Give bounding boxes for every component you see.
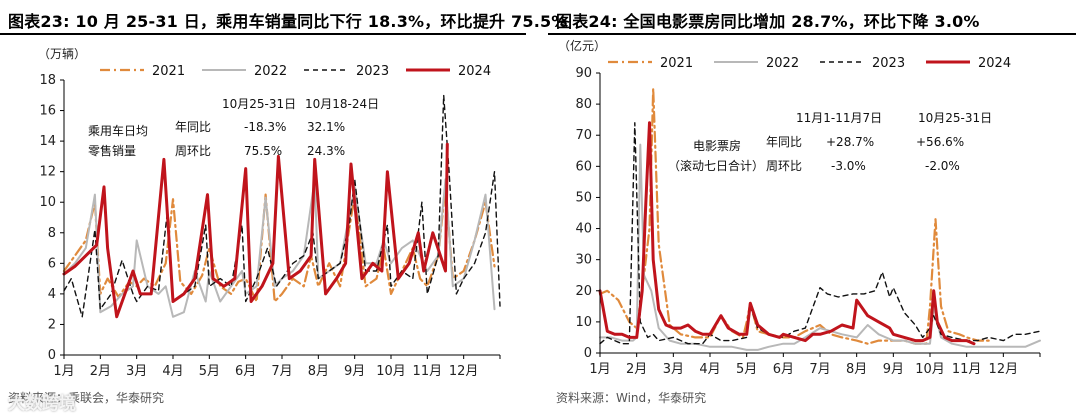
right-chart-panel: 图表24: 全国电影票房同比增加 28.7%，环比下降 3.0% （亿元） 11… <box>548 0 1080 420</box>
left-y-tick-label: 10 <box>39 195 56 210</box>
right-ann-label2: （滚动七日合计） <box>668 158 764 173</box>
left-legend-label-2023: 2023 <box>356 64 389 79</box>
left-y-tick-label: 18 <box>39 73 56 88</box>
right-source: 资料来源：Wind，华泰研究 <box>556 391 707 405</box>
right-legend-label-2021: 2021 <box>660 56 693 71</box>
watermark: 大数跨境 <box>8 394 76 414</box>
left-x-tick-label: 1月 <box>53 364 74 379</box>
left-legend-label-2024: 2024 <box>458 64 491 79</box>
left-ann-row1: 年同比 <box>175 120 211 134</box>
right-ann-v22: -2.0% <box>925 159 960 173</box>
right-legend-label-2023: 2023 <box>872 56 905 71</box>
left-legend-label-2022: 2022 <box>254 64 287 79</box>
right-ann-label1: 电影票房 <box>693 138 741 153</box>
left-ann-row2: 周环比 <box>175 144 211 158</box>
right-x-tick-label: 3月 <box>663 362 684 377</box>
right-ann-row1: 年同比 <box>766 135 802 149</box>
right-y-tick-label: 60 <box>575 159 592 174</box>
right-y-tick-label: 20 <box>575 284 592 299</box>
left-x-tick-label: 2月 <box>90 364 111 379</box>
left-x-tick-label: 12月 <box>449 364 479 379</box>
left-source: 资料来源：乘联会，华泰研究 <box>8 391 165 405</box>
right-y-tick-label: 10 <box>575 315 592 330</box>
left-x-tick-label: 5月 <box>199 364 220 379</box>
right-ann-v21: -3.0% <box>831 159 866 173</box>
right-ann-col1: 11月1-11月7日 <box>796 111 882 125</box>
right-ann-v11: +28.7% <box>826 135 874 149</box>
right-y-tick-label: 80 <box>575 97 592 112</box>
right-series-2023 <box>599 122 1041 345</box>
left-y-tick-label: 16 <box>39 104 56 119</box>
right-x-tick-label: 7月 <box>809 362 830 377</box>
left-title-rule <box>0 33 526 35</box>
left-y-tick-label: 0 <box>48 348 56 363</box>
right-y-tick-label: 40 <box>575 222 592 237</box>
right-ann-col2: 10月25-31日 <box>918 111 992 125</box>
right-y-tick-label: 50 <box>575 190 592 205</box>
right-title-rule <box>548 33 1076 35</box>
left-x-tick-label: 8月 <box>308 364 329 379</box>
left-chart-svg: （万辆） 10月25-31日 10月18-24日 乘用车日均 零售销量 年同比 … <box>38 47 501 379</box>
left-chart-panel: 图表23: 10 月 25-31 日，乘用车销量同比下行 18.3%，环比提升 … <box>0 0 567 420</box>
left-x-tick-label: 6月 <box>235 364 256 379</box>
left-y-tick-label: 12 <box>39 165 56 180</box>
right-x-tick-label: 10月 <box>915 362 945 377</box>
left-ann-col2: 10月18-24日 <box>305 97 379 111</box>
left-ann-v11: -18.3% <box>244 120 286 134</box>
right-legend-label-2022: 2022 <box>766 56 799 71</box>
right-x-tick-label: 4月 <box>699 362 720 377</box>
right-chart-title: 图表24: 全国电影票房同比增加 28.7%，环比下降 3.0% <box>556 12 980 31</box>
right-y-tick-label: 70 <box>575 128 592 143</box>
left-y-tick-label: 6 <box>48 256 56 271</box>
left-y-tick-label: 14 <box>39 134 56 149</box>
left-legend-label-2021: 2021 <box>152 64 185 79</box>
left-x-tick-label: 9月 <box>344 364 365 379</box>
left-annotation-table: 10月25-31日 10月18-24日 乘用车日均 零售销量 年同比 周环比 -… <box>88 97 379 158</box>
right-y-tick-label: 30 <box>575 253 592 268</box>
left-x-tick-label: 4月 <box>162 364 183 379</box>
right-legend-label-2024: 2024 <box>978 56 1011 71</box>
left-ann-label1: 乘用车日均 <box>88 123 148 138</box>
left-chart-title: 图表23: 10 月 25-31 日，乘用车销量同比下行 18.3%，环比提升 … <box>8 12 568 31</box>
right-y-tick-label: 0 <box>584 346 592 361</box>
right-chart-svg: （亿元） 11月1-11月7日 10月25-31日 电影票房 （滚动七日合计） … <box>558 38 1041 377</box>
right-series-2024 <box>598 121 976 346</box>
right-x-tick-label: 9月 <box>883 362 904 377</box>
left-series-2021 <box>62 185 496 303</box>
left-x-tick-label: 11月 <box>413 364 443 379</box>
left-ann-label2: 零售销量 <box>88 143 136 158</box>
right-x-tick-label: 12月 <box>989 362 1019 377</box>
left-ann-col1: 10月25-31日 <box>222 97 296 111</box>
right-x-tick-label: 8月 <box>846 362 867 377</box>
right-y-unit: （亿元） <box>558 38 606 53</box>
right-ann-row2: 周环比 <box>766 159 802 173</box>
right-ann-v12: +56.6% <box>916 135 964 149</box>
left-x-tick-label: 3月 <box>126 364 147 379</box>
right-y-tick-label: 90 <box>575 66 592 81</box>
left-y-tick-label: 4 <box>48 287 56 302</box>
right-x-tick-label: 5月 <box>736 362 757 377</box>
left-ann-v21: 75.5% <box>244 144 282 158</box>
left-x-tick-label: 7月 <box>271 364 292 379</box>
left-series-2024 <box>62 142 449 319</box>
right-x-tick-label: 11月 <box>952 362 982 377</box>
right-x-tick-label: 6月 <box>773 362 794 377</box>
right-x-tick-label: 1月 <box>589 362 610 377</box>
left-ann-v12: 32.1% <box>307 120 345 134</box>
right-series-2022 <box>599 143 1041 351</box>
left-x-tick-label: 10月 <box>376 364 406 379</box>
left-y-tick-label: 8 <box>48 226 56 241</box>
left-y-unit: （万辆） <box>38 47 86 61</box>
right-annotation-table: 11月1-11月7日 10月25-31日 电影票房 （滚动七日合计） 年同比 周… <box>668 111 992 173</box>
right-series-2021 <box>598 87 990 345</box>
left-y-tick-label: 2 <box>48 317 56 332</box>
right-x-tick-label: 2月 <box>626 362 647 377</box>
left-ann-v22: 24.3% <box>307 144 345 158</box>
